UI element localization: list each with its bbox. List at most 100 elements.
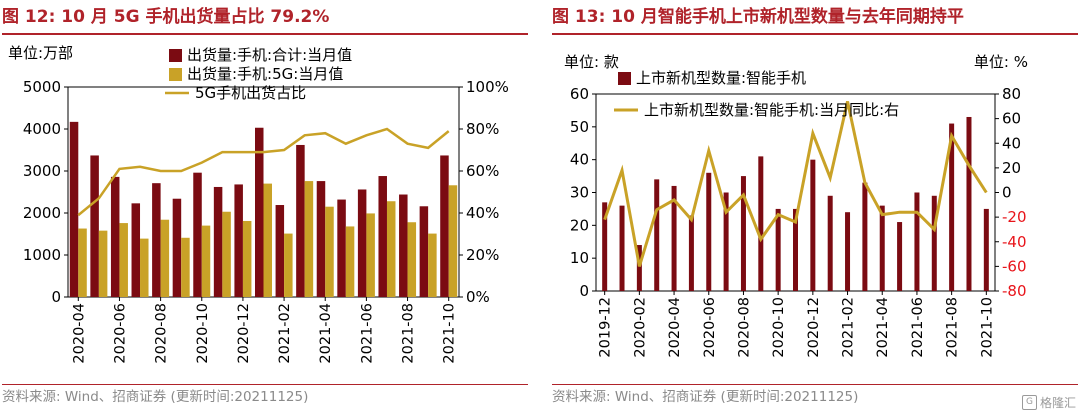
bar: [775, 208, 781, 291]
y-right-tick-label: 60: [1002, 110, 1021, 128]
bar: [636, 245, 642, 291]
chart-title: 图 13: 10 月智能手机上市新机型数量与去年同期持平: [552, 7, 964, 27]
y-right-tick-label: 100%: [466, 78, 509, 96]
bar: [949, 123, 955, 291]
bar: [966, 116, 972, 291]
legend-swatch: [169, 68, 182, 81]
bar: [119, 223, 128, 297]
bar: [131, 203, 141, 297]
bar: [213, 186, 223, 297]
y-right-tick-label: 40%: [466, 204, 499, 222]
bar: [845, 212, 851, 291]
bar: [671, 185, 677, 291]
bar: [602, 202, 608, 291]
y-right-tick-label: -20: [1002, 208, 1027, 226]
bar: [181, 237, 190, 297]
y-right-tick-label: 0: [1002, 184, 1012, 202]
watermark-text: 格隆汇: [1039, 396, 1076, 410]
title-divider: [552, 33, 1078, 35]
bar: [419, 206, 429, 297]
bar: [810, 159, 816, 291]
bar: [428, 233, 437, 297]
right-chart-panel: 图 13: 10 月智能手机上市新机型数量与去年同期持平 单位: 款 单位: % 0…: [552, 0, 1078, 417]
bar: [316, 181, 326, 297]
bar: [827, 195, 833, 291]
bar: [862, 182, 868, 291]
bar: [296, 144, 305, 297]
legend-swatch: [618, 72, 631, 85]
x-tick-label: 2021-08: [401, 303, 417, 364]
y-left-tick-label: 0: [579, 282, 589, 300]
x-tick-label: 2021-02: [841, 297, 857, 358]
x-tick-label: 2021-10: [979, 297, 995, 358]
bar: [407, 222, 417, 297]
y-left-tick-label: 30: [570, 184, 589, 202]
legend-label: 5G手机出货占比: [195, 84, 306, 102]
y-left-tick-label: 3000: [23, 162, 61, 180]
bar: [706, 172, 712, 291]
bar: [448, 185, 458, 297]
x-tick-label: 2021-04: [318, 303, 334, 364]
legend-swatch: [169, 49, 182, 62]
x-tick-label: 2020-06: [112, 303, 128, 364]
x-tick-label: 2020-02: [632, 297, 648, 358]
y-left-tick-label: 2000: [23, 204, 61, 222]
title-divider: [2, 33, 528, 35]
bar: [357, 189, 367, 297]
bar: [222, 211, 231, 297]
source-note: 资料来源: Wind、招商证券 (更新时间:20211125): [2, 389, 309, 405]
x-tick-label: 2019-12: [598, 297, 614, 358]
bar: [619, 205, 625, 291]
series-line: [77, 127, 450, 217]
legend-label: 上市新机型数量:智能手机: [636, 69, 806, 87]
bar: [255, 127, 264, 298]
bar: [275, 205, 285, 297]
bar: [160, 219, 170, 297]
x-tick-label: 2021-08: [945, 297, 961, 358]
x-tick-label: 2020-10: [771, 297, 787, 358]
bar: [793, 208, 798, 291]
y-right-unit-label: 单位: %: [974, 53, 1028, 71]
bar: [140, 238, 149, 297]
y-left-unit-label: 单位: 款: [564, 53, 619, 71]
bar: [440, 155, 449, 297]
x-tick-label: 2021-04: [875, 297, 891, 358]
bar: [758, 156, 764, 291]
bar: [366, 213, 375, 297]
legend-label: 出货量:手机:合计:当月值: [187, 46, 352, 64]
bar: [378, 176, 387, 297]
bar: [897, 222, 903, 291]
x-tick-label: 2020-08: [154, 303, 170, 364]
bar: [654, 179, 660, 291]
legend-label: 出货量:手机:5G:当月值: [187, 65, 343, 83]
shipment-chart: 单位:万部 0 1000 2000 3000 4000 5000 0% 20% 40% 60% 80%…: [8, 44, 509, 364]
bar: [242, 220, 252, 297]
bar: [234, 184, 243, 297]
bar: [152, 183, 161, 297]
x-tick-label: 2021-06: [910, 297, 926, 358]
bar: [172, 198, 182, 297]
bar: [879, 205, 885, 291]
source-note: 资料来源: Wind、招商证券 (更新时间:20211125): [552, 389, 859, 405]
legend-label: 上市新机型数量:智能手机:当月同比:右: [644, 101, 899, 119]
bar: [193, 172, 202, 297]
y-left-tick-label: 1000: [23, 246, 61, 264]
y-left-unit-label: 单位:万部: [8, 44, 73, 62]
x-tick-label: 2020-04: [71, 303, 87, 364]
bar: [325, 206, 334, 297]
bar: [201, 225, 211, 297]
bar: [345, 226, 355, 297]
x-tick-label: 2020-12: [806, 297, 822, 358]
x-tick-label: 2020-06: [702, 297, 718, 358]
bar: [78, 228, 87, 297]
y-right-tick-label: 40: [1002, 134, 1021, 152]
source-divider: [2, 384, 528, 385]
chart-title: 图 12: 10 月 5G 手机出货量占比 79.2%: [2, 7, 330, 27]
bar: [386, 201, 396, 297]
y-right-tick-label: -40: [1002, 233, 1027, 251]
watermark: G 格隆汇: [1021, 394, 1076, 411]
y-right-tick-label: 20: [1002, 159, 1021, 177]
source-divider: [552, 384, 1078, 385]
bar: [110, 176, 120, 297]
y-right-tick-label: 0%: [466, 288, 490, 306]
